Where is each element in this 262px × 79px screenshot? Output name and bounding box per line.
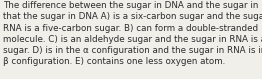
Text: The difference between the sugar in DNA and the sugar in RNA is
that the sugar i: The difference between the sugar in DNA … — [3, 1, 262, 66]
